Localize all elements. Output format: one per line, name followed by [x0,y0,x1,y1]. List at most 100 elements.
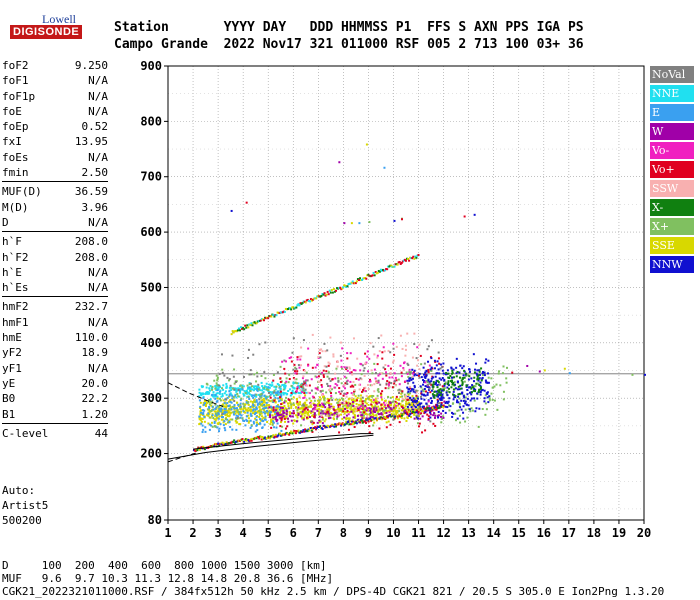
echo-point [367,387,370,390]
echo-point [393,403,396,406]
echo-point [210,424,213,427]
echo-point [404,348,407,351]
echo-point [416,364,419,367]
echo-point [297,382,300,385]
echo-point [222,411,225,414]
echo-point [483,374,486,377]
echo-point [245,201,248,204]
trace-point [350,281,353,284]
echo-point [364,412,367,415]
x-tick-label: 12 [436,526,450,540]
trace-point [365,277,368,280]
echo-point [208,406,211,409]
trace-point [441,406,444,409]
echo-point [398,407,401,410]
echo-point [467,407,470,410]
trace-point [363,277,366,280]
echo-point [349,371,352,374]
echo-point [214,403,217,406]
trace-point [299,431,302,434]
echo-point [198,418,201,421]
echo-point [231,405,234,408]
trace-point [221,441,224,444]
trace-point [321,428,324,431]
echo-point [425,385,428,388]
echo-point [297,364,300,367]
echo-point [219,410,222,413]
echo-point [438,406,441,409]
echo-point [438,391,441,394]
y-tick-label: 600 [140,225,162,239]
echo-point [395,404,398,407]
trace-point [357,279,360,282]
echo-point [255,393,258,396]
echo-point [270,426,273,429]
echo-point [414,408,417,411]
trace-point [424,409,427,412]
echo-point [388,381,391,384]
trace-point [361,278,364,281]
echo-point [396,411,399,414]
echo-point [228,378,231,381]
echo-point [296,370,299,373]
trace-point [301,430,304,433]
echo-point [305,379,308,382]
echo-point [421,431,424,434]
trace-point [383,416,386,419]
param-value: N/A [88,265,108,279]
x-tick-label: 8 [340,526,347,540]
echo-point [237,410,240,413]
echo-point [284,392,287,395]
echo-point [229,406,232,409]
trace-point [294,432,297,435]
echo-point [430,366,433,369]
echo-point [356,414,359,417]
echo-point [418,343,421,346]
echo-point [330,392,333,395]
echo-point [344,410,347,413]
echo-point [477,425,480,428]
legend-item-sse: SSE [650,237,694,254]
echo-point [253,410,256,413]
trace-point [429,408,432,411]
echo-point [300,385,303,388]
plot-frame [167,65,645,521]
echo-point [304,388,307,391]
echo-point [278,408,281,411]
echo-point [417,359,420,362]
echo-point [314,404,317,407]
echo-point [437,368,440,371]
trace-point [421,410,424,413]
echo-point [364,398,367,401]
echo-point [321,410,324,413]
trace-point [279,311,282,314]
echo-point [346,369,349,372]
echo-point [303,404,306,407]
echo-point [398,398,401,401]
echo-point [425,380,428,383]
echo-point [292,422,295,425]
echo-point [253,398,256,401]
echo-point [483,371,486,374]
echo-point [253,373,256,376]
echo-point [258,413,261,416]
echo-point [416,374,419,377]
echo-point [360,407,363,410]
echo-point [312,409,315,412]
echo-point [412,404,415,407]
echo-point [211,385,214,388]
echo-point [363,408,366,411]
echo-point [486,372,489,375]
trace-point [416,254,419,257]
echo-point [460,379,463,382]
echo-point [436,386,439,389]
echo-point [262,416,265,419]
echo-point [255,415,258,418]
echo-point [401,397,404,400]
echo-point [233,406,236,409]
echo-point [392,361,395,364]
echo-point [392,413,395,416]
echo-point [467,386,470,389]
echo-point [413,405,416,408]
trace-point [302,300,305,303]
